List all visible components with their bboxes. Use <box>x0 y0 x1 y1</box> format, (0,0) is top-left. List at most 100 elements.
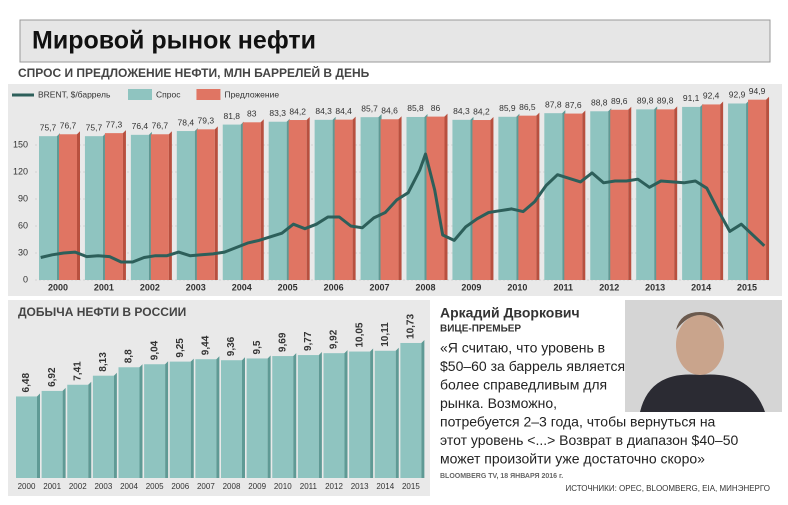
value-label: 10,11 <box>380 322 391 347</box>
value-label: 77,3 <box>106 119 123 129</box>
x-tick-label: 2007 <box>370 282 390 292</box>
subtitle: СПРОС И ПРЕДЛОЖЕНИЕ НЕФТИ, МЛН БАРРЕЛЕЙ … <box>18 65 370 80</box>
bar <box>564 113 583 280</box>
value-label: 84,2 <box>289 106 306 116</box>
bar <box>314 119 333 280</box>
value-label: 84,3 <box>453 106 470 116</box>
bar <box>380 119 399 280</box>
x-tick-label: 2010 <box>507 282 527 292</box>
bar <box>118 367 140 478</box>
title-box <box>19 19 771 63</box>
value-label: 88,8 <box>591 98 608 108</box>
bar-side <box>582 110 586 280</box>
x-tick-label: 2008 <box>223 482 241 491</box>
bar-side <box>113 372 117 478</box>
bar-side <box>62 387 66 478</box>
bar <box>246 358 268 478</box>
x-tick-label: 2003 <box>186 282 206 292</box>
bar <box>360 117 379 280</box>
bar <box>518 115 537 281</box>
value-label: 9,04 <box>149 340 160 360</box>
sources: ИСТОЧНИКИ: OPEC, BLOOMBERG, EIA, МИНЭНЕР… <box>565 484 770 493</box>
legend-label: Предложение <box>224 89 279 99</box>
value-label: 89,8 <box>657 96 674 106</box>
x-tick-label: 2015 <box>737 282 757 292</box>
bar <box>349 351 371 478</box>
bar <box>297 355 319 478</box>
value-label: 81,8 <box>223 111 240 121</box>
x-tick-label: 2006 <box>324 282 344 292</box>
y-tick-label: 60 <box>18 220 28 230</box>
bar <box>130 134 149 280</box>
bar <box>196 129 215 280</box>
x-tick-label: 2006 <box>171 482 189 491</box>
value-label: 10,05 <box>354 322 365 347</box>
bar-side <box>395 347 399 478</box>
bar-side <box>628 106 632 280</box>
bar <box>16 396 37 478</box>
value-label: 75,7 <box>86 122 103 132</box>
bar <box>84 136 103 280</box>
value-label: 9,92 <box>329 329 340 349</box>
value-label: 86 <box>431 103 441 113</box>
value-label: 89,6 <box>611 96 628 106</box>
bar-side <box>267 355 271 478</box>
x-tick-label: 2007 <box>197 482 215 491</box>
x-tick-label: 2011 <box>554 282 574 292</box>
bar <box>323 353 345 478</box>
bar-side <box>766 96 770 280</box>
bar <box>176 131 195 280</box>
bar-side <box>370 348 374 478</box>
bar <box>702 104 721 280</box>
x-tick-label: 2005 <box>278 282 298 292</box>
value-label: 9,44 <box>201 335 212 355</box>
quote-line: «Я считаю, что уровень в <box>440 340 605 356</box>
x-tick-label: 2000 <box>18 482 36 491</box>
bar-side <box>421 339 425 478</box>
bar <box>590 111 609 280</box>
value-label: 9,5 <box>252 340 263 354</box>
legend-swatch <box>196 89 221 100</box>
value-label: 78,4 <box>178 117 195 127</box>
bar-side <box>37 393 40 478</box>
value-label: 83 <box>247 109 257 119</box>
x-tick-label: 2002 <box>69 482 87 491</box>
bar <box>682 106 701 280</box>
x-tick-label: 2008 <box>415 282 435 292</box>
brent-line <box>40 152 766 264</box>
bar-side <box>77 131 80 280</box>
value-label: 7,41 <box>72 361 83 381</box>
value-label: 10,73 <box>406 314 417 339</box>
quote-line: рынка. Возможно, <box>440 395 557 411</box>
x-tick-label: 2002 <box>140 282 160 292</box>
x-tick-label: 2001 <box>94 282 114 292</box>
bar-side <box>293 353 297 478</box>
quote-line: может произойти уже достаточно скоро» <box>440 451 705 467</box>
photo <box>625 300 782 412</box>
bar <box>104 133 123 280</box>
bar <box>67 384 89 478</box>
value-label: 76,4 <box>132 121 149 131</box>
x-tick-label: 2012 <box>599 282 619 292</box>
bar <box>452 119 471 280</box>
x-tick-label: 2010 <box>274 482 292 491</box>
x-tick-label: 2003 <box>94 482 112 491</box>
bar-side <box>168 131 172 280</box>
quote-name: Аркадий Дворкович <box>440 305 580 321</box>
bar-side <box>165 361 169 478</box>
value-label: 84,4 <box>335 106 352 116</box>
bar <box>610 109 629 280</box>
bar <box>59 134 77 280</box>
value-label: 94,9 <box>749 86 766 96</box>
bar-side <box>344 350 348 478</box>
value-label: 8,13 <box>98 352 109 372</box>
value-label: 83,3 <box>269 108 286 118</box>
x-tick-label: 2009 <box>248 482 266 491</box>
bar-side <box>674 106 678 280</box>
value-label: 84,6 <box>381 106 398 116</box>
bar-side <box>216 356 220 478</box>
legend-label: BRENT, $/баррель <box>38 89 111 99</box>
value-label: 84,3 <box>315 106 332 116</box>
bar <box>144 364 166 478</box>
value-label: 6,48 <box>21 373 32 393</box>
